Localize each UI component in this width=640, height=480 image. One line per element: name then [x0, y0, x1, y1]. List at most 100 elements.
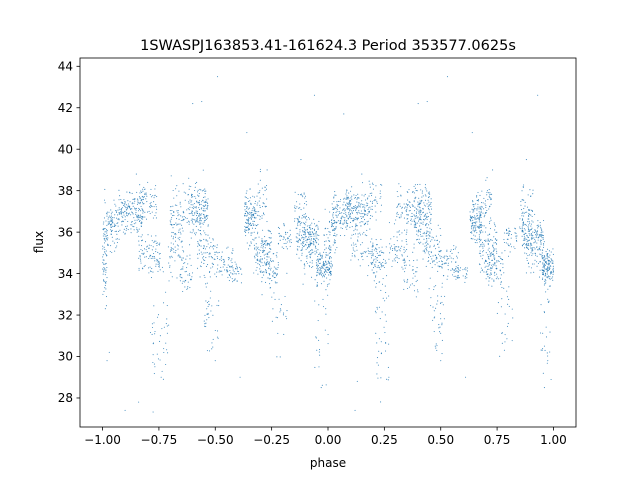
data-point: [181, 259, 183, 261]
data-point: [346, 202, 348, 204]
data-point: [245, 222, 247, 224]
data-point: [328, 262, 330, 264]
data-point: [334, 207, 336, 210]
data-point: [543, 311, 545, 313]
data-point: [148, 272, 150, 274]
data-point: [116, 233, 118, 235]
data-point: [360, 252, 362, 254]
data-point: [296, 206, 298, 208]
data-point: [355, 217, 357, 219]
data-point: [469, 211, 471, 213]
data-point: [232, 269, 234, 271]
data-point: [200, 217, 202, 219]
data-point: [304, 232, 306, 234]
data-point: [465, 269, 467, 271]
data-point: [325, 308, 327, 310]
data-point: [407, 278, 409, 281]
data-point: [440, 318, 442, 320]
data-point: [470, 225, 472, 227]
data-point: [178, 214, 180, 216]
data-point: [313, 238, 315, 240]
data-point: [437, 253, 440, 255]
data-point: [297, 220, 300, 222]
data-point: [173, 214, 175, 217]
data-point: [325, 313, 327, 315]
data-point: [107, 223, 109, 225]
data-point: [492, 244, 494, 246]
data-point: [205, 239, 207, 241]
data-point: [424, 214, 426, 216]
data-point: [549, 278, 551, 280]
data-point: [265, 263, 268, 265]
data-point: [295, 201, 298, 203]
data-point: [318, 339, 320, 341]
data-point: [329, 272, 332, 274]
data-point: [421, 222, 423, 224]
data-point: [428, 260, 430, 262]
data-point: [376, 357, 379, 359]
data-point: [436, 239, 438, 242]
data-point: [301, 222, 303, 224]
data-point: [543, 284, 545, 286]
data-point: [169, 257, 171, 259]
data-point: [393, 243, 395, 246]
data-point: [414, 206, 416, 208]
data-point: [541, 278, 544, 281]
data-point: [267, 261, 269, 263]
data-point: [366, 198, 368, 200]
data-point: [335, 222, 337, 224]
data-point: [414, 226, 416, 229]
data-point: [184, 199, 186, 201]
data-point: [483, 250, 485, 252]
data-point: [470, 216, 472, 218]
data-point: [126, 191, 128, 193]
data-point: [453, 269, 456, 271]
data-point: [261, 277, 263, 279]
data-point: [205, 300, 207, 302]
data-point: [255, 217, 257, 219]
data-point: [115, 238, 117, 240]
data-point: [431, 236, 433, 238]
data-point: [413, 201, 415, 203]
data-point: [507, 232, 509, 234]
data-point: [150, 204, 152, 206]
data-point: [159, 257, 161, 260]
data-point: [366, 229, 368, 231]
data-point: [256, 214, 258, 216]
data-point: [453, 271, 455, 273]
data-point: [104, 251, 106, 253]
data-point: [137, 217, 139, 219]
data-point: [376, 306, 378, 309]
data-point: [348, 203, 350, 205]
data-point: [258, 248, 260, 251]
data-point: [528, 224, 530, 226]
data-point: [500, 263, 502, 265]
data-point: [135, 209, 137, 211]
data-point: [321, 256, 323, 258]
data-point: [372, 242, 374, 244]
data-point: [411, 215, 414, 217]
data-point: [539, 246, 541, 248]
data-point: [180, 233, 182, 235]
data-point: [212, 346, 214, 348]
data-point: [476, 218, 478, 220]
data-point: [331, 224, 333, 226]
data-point: [483, 262, 485, 264]
data-point: [444, 295, 446, 297]
data-point: [110, 209, 112, 211]
data-point: [340, 222, 342, 225]
data-point: [322, 272, 324, 274]
data-point: [440, 256, 442, 258]
data-point: [334, 206, 336, 208]
data-point: [357, 236, 359, 238]
data-point: [124, 204, 126, 206]
data-point: [124, 210, 126, 212]
data-point: [381, 283, 384, 285]
data-point: [332, 234, 335, 237]
data-point: [546, 276, 548, 278]
data-point: [543, 270, 545, 272]
data-point: [307, 231, 309, 233]
data-point: [262, 245, 264, 247]
data-point: [144, 241, 147, 243]
data-point: [354, 216, 357, 218]
